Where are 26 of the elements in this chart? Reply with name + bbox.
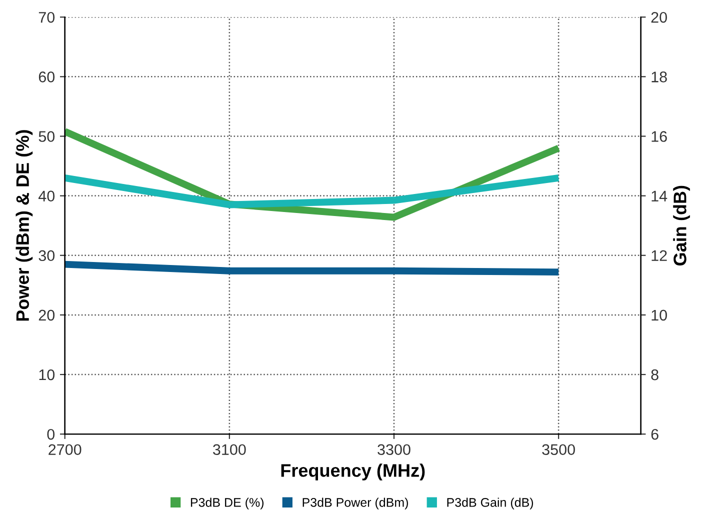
y2-tick-label: 8 bbox=[651, 369, 658, 380]
y-tick-label: 10 bbox=[39, 369, 55, 380]
y2-tick-label: 16 bbox=[652, 131, 667, 142]
y2-axis-title: Gain (dB) bbox=[673, 186, 690, 266]
y-tick-label: 50 bbox=[38, 131, 55, 142]
x-axis-title: Frequency (MHz) bbox=[281, 464, 425, 480]
y-tick-label: 0 bbox=[47, 428, 55, 440]
y-tick-label: 60 bbox=[38, 72, 55, 82]
y-tick-label: 70 bbox=[38, 12, 55, 23]
y-tick-label: 20 bbox=[38, 310, 55, 321]
x-tick-label: 3300 bbox=[378, 444, 410, 456]
y-tick-label: 40 bbox=[38, 190, 55, 202]
x-tick-label: 2700 bbox=[48, 444, 82, 456]
y2-tick-label: 18 bbox=[652, 72, 667, 82]
legend-label: P3dB DE (%) bbox=[190, 498, 264, 510]
y-tick-label: 30 bbox=[38, 250, 55, 262]
y2-tick-label: 20 bbox=[651, 12, 667, 23]
legend-label: P3dB Gain (dB) bbox=[447, 498, 534, 510]
y2-tick-label: 6 bbox=[651, 428, 658, 440]
x-tick-label: 3100 bbox=[213, 444, 246, 456]
x-tick-label: 3500 bbox=[542, 444, 575, 456]
y-axis-title: Power (dBm) & DE (%) bbox=[16, 130, 33, 321]
legend-label: P3dB Power (dBm) bbox=[302, 498, 408, 510]
y2-tick-label: 14 bbox=[652, 190, 668, 202]
y2-tick-label: 12 bbox=[652, 250, 667, 261]
y2-tick-label: 10 bbox=[652, 310, 667, 321]
